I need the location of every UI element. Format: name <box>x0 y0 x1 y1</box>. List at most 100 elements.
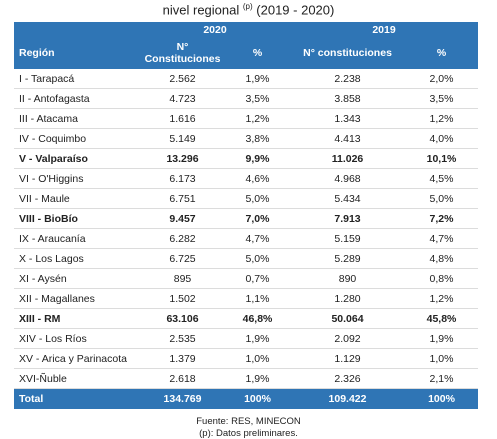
header-cell <box>14 22 140 37</box>
table-row: VIII - BioBío 9.457 7,0% 7.913 7,2% <box>14 208 479 229</box>
value-cell: 4.723 <box>140 88 225 109</box>
value-cell: 1.280 <box>290 288 406 309</box>
region-cell: XVI-Ñuble <box>14 368 140 389</box>
title-superscript: (p) <box>242 2 253 11</box>
table-row: IX - Araucanía 6.282 4,7% 5.159 4,7% <box>14 228 479 249</box>
value-cell: 4,8% <box>405 248 479 269</box>
total-row: Total 134.769 100% 109.422 100% <box>14 388 479 409</box>
value-cell: 1,2% <box>225 108 291 129</box>
value-cell: 5.159 <box>290 228 406 249</box>
column-header: Región <box>14 37 140 69</box>
table-row: XVI-Ñuble 2.618 1,9% 2.326 2,1% <box>14 368 479 389</box>
value-cell: 2,0% <box>405 69 479 89</box>
table-row: IV - Coquimbo 5.149 3,8% 4.413 4,0% <box>14 128 479 149</box>
value-cell: 1,1% <box>225 288 291 309</box>
region-cell: II - Antofagasta <box>14 88 140 109</box>
total-cell: 109.422 <box>290 388 406 409</box>
value-cell: 1,9% <box>225 69 291 89</box>
value-cell: 4,0% <box>405 128 479 149</box>
region-cell: IV - Coquimbo <box>14 128 140 149</box>
value-cell: 7,2% <box>405 208 479 229</box>
value-cell: 1,2% <box>405 108 479 129</box>
value-cell: 3,5% <box>405 88 479 109</box>
table-row: XIII - RM 63.106 46,8% 50.064 45,8% <box>14 308 479 329</box>
table-row: I - Tarapacá 2.562 1,9% 2.238 2,0% <box>14 69 479 89</box>
total-cell: 100% <box>405 388 479 409</box>
region-cell: IX - Araucanía <box>14 228 140 249</box>
value-cell: 1.616 <box>140 108 225 129</box>
region-cell: XII - Magallanes <box>14 288 140 309</box>
value-cell: 1,9% <box>225 368 291 389</box>
total-cell: 100% <box>225 388 291 409</box>
value-cell: 2.535 <box>140 328 225 349</box>
value-cell: 3,8% <box>225 128 291 149</box>
value-cell: 4,7% <box>405 228 479 249</box>
table-body: I - Tarapacá 2.562 1,9% 2.238 2,0% II - Antof… <box>14 69 479 409</box>
table-header: 2020 2019 Región N° Constituciones% N° con… <box>14 22 479 69</box>
region-cell: VIII - BioBío <box>14 208 140 229</box>
total-cell: 134.769 <box>140 388 225 409</box>
value-cell: 1,2% <box>405 288 479 309</box>
table-row: II - Antofagasta 4.723 3,5% 3.858 3,5% <box>14 88 479 109</box>
value-cell: 1.379 <box>140 348 225 369</box>
value-cell: 5.289 <box>290 248 406 269</box>
value-cell: 890 <box>290 268 406 289</box>
year-header: 2019 <box>290 22 479 37</box>
value-cell: 5.149 <box>140 128 225 149</box>
value-cell: 45,8% <box>405 308 479 329</box>
value-cell: 9,9% <box>225 148 291 169</box>
column-header: % <box>225 37 291 69</box>
value-cell: 3.858 <box>290 88 406 109</box>
value-cell: 2.238 <box>290 69 406 89</box>
value-cell: 6.173 <box>140 168 225 189</box>
column-header: N° Constituciones <box>140 37 225 69</box>
value-cell: 1.129 <box>290 348 406 369</box>
value-cell: 1,0% <box>405 348 479 369</box>
value-cell: 63.106 <box>140 308 225 329</box>
value-cell: 2,1% <box>405 368 479 389</box>
table-row: VII - Maule 6.751 5,0% 5.434 5,0% <box>14 188 479 209</box>
region-cell: XV - Arica y Parinacota <box>14 348 140 369</box>
value-cell: 10,1% <box>405 148 479 169</box>
value-cell: 4,6% <box>225 168 291 189</box>
note: (p): Datos preliminares. <box>199 428 298 439</box>
value-cell: 46,8% <box>225 308 291 329</box>
region-cell: XIII - RM <box>14 308 140 329</box>
title-text: nivel regional <box>162 2 240 18</box>
value-cell: 13.296 <box>140 148 225 169</box>
value-cell: 0,8% <box>405 268 479 289</box>
value-cell: 2.092 <box>290 328 406 349</box>
table-row: V - Valparaíso 13.296 9,9% 11.026 10,1% <box>14 148 479 169</box>
value-cell: 50.064 <box>290 308 406 329</box>
table-row: VI - O'Higgins 6.173 4,6% 4.968 4,5% <box>14 168 479 189</box>
value-cell: 1.502 <box>140 288 225 309</box>
region-cell: III - Atacama <box>14 108 140 129</box>
value-cell: 5.434 <box>290 188 406 209</box>
value-cell: 5,0% <box>225 248 291 269</box>
header-row: Región N° Constituciones% N° constitucione… <box>14 37 479 69</box>
value-cell: 1,9% <box>405 328 479 349</box>
table-row: XV - Arica y Parinacota 1.379 1,0% 1.129 1,0… <box>14 348 479 369</box>
header-row: 2020 2019 <box>14 22 479 37</box>
data-table: 2020 2019 Región N° Constituciones% N° con… <box>14 22 479 409</box>
value-cell: 6.725 <box>140 248 225 269</box>
value-cell: 11.026 <box>290 148 406 169</box>
value-cell: 1,0% <box>225 348 291 369</box>
table-row: XII - Magallanes 1.502 1,1% 1.280 1,2% <box>14 288 479 309</box>
region-cell: I - Tarapacá <box>14 69 140 89</box>
title: nivel regional (p) (2019 - 2020) <box>0 2 497 17</box>
region-cell: VII - Maule <box>14 188 140 209</box>
region-cell: XIV - Los Ríos <box>14 328 140 349</box>
value-cell: 0,7% <box>225 268 291 289</box>
value-cell: 1.343 <box>290 108 406 129</box>
region-cell: V - Valparaíso <box>14 148 140 169</box>
value-cell: 2.618 <box>140 368 225 389</box>
column-header: N° constituciones <box>290 37 406 69</box>
table-row: X - Los Lagos 6.725 5,0% 5.289 4,8% <box>14 248 479 269</box>
region-cell: XI - Aysén <box>14 268 140 289</box>
value-cell: 2.562 <box>140 69 225 89</box>
value-cell: 2.326 <box>290 368 406 389</box>
table-row: III - Atacama 1.616 1,2% 1.343 1,2% <box>14 108 479 129</box>
total-cell: Total <box>14 388 140 409</box>
value-cell: 895 <box>140 268 225 289</box>
